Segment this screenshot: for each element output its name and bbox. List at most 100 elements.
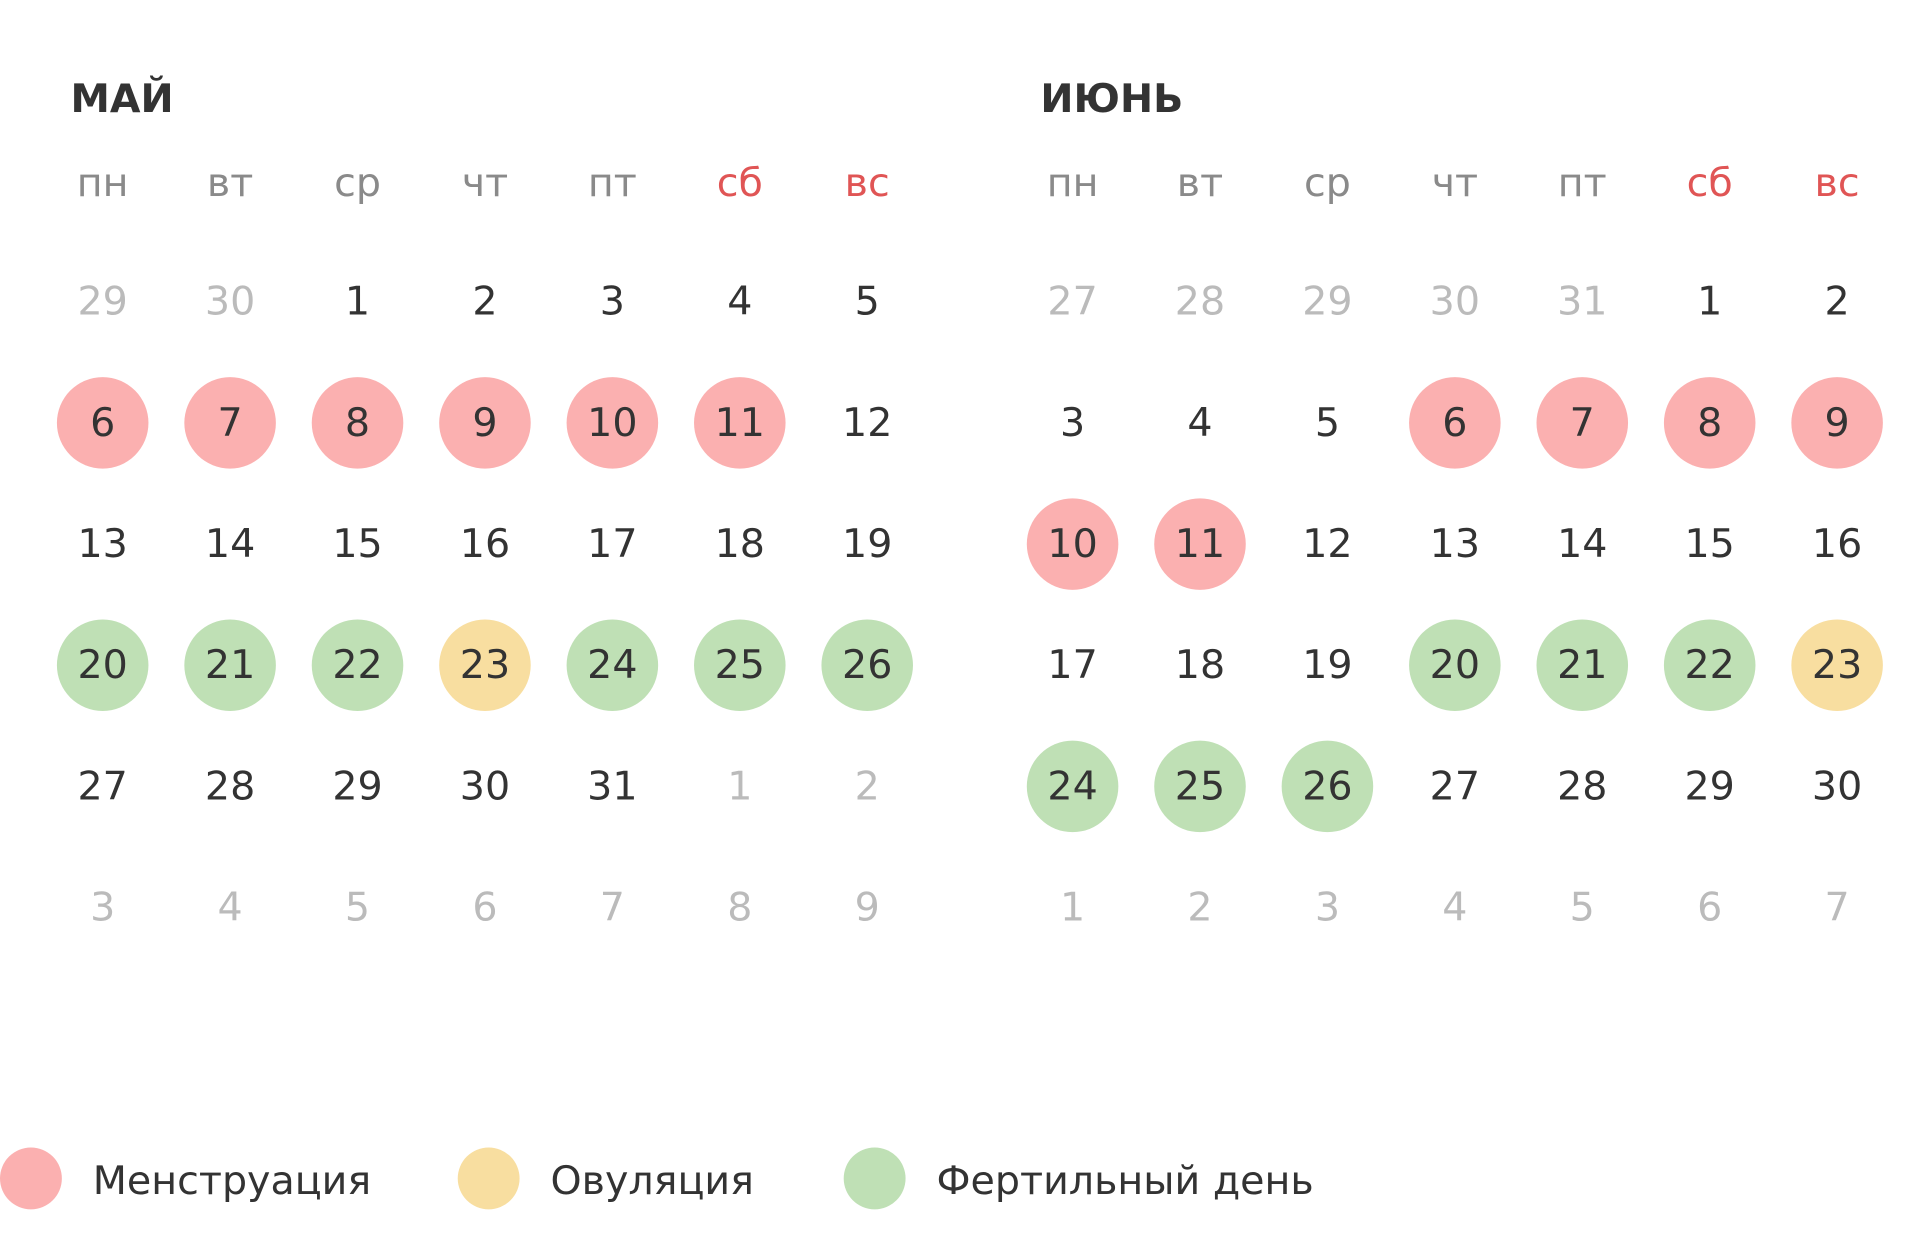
day: 16 (1812, 521, 1862, 567)
day: 26 (1302, 763, 1352, 809)
day: 29 (78, 279, 128, 325)
weekday: ср (334, 160, 381, 206)
day-marker (56, 619, 149, 712)
day-marker (821, 619, 913, 712)
day: 23 (460, 642, 510, 688)
day-marker (1026, 740, 1119, 833)
weekday: пт (588, 160, 637, 206)
legend-marker (843, 1147, 906, 1210)
day: 6 (1442, 400, 1467, 446)
day-marker (1281, 740, 1374, 833)
day: 8 (345, 400, 370, 446)
day-marker (566, 619, 659, 712)
day-marker (184, 377, 276, 469)
day: 21 (205, 642, 255, 688)
day-marker (1791, 377, 1883, 469)
day: 12 (1302, 521, 1352, 567)
day: 7 (1825, 885, 1850, 931)
day-marker (311, 377, 404, 469)
day: 5 (1315, 400, 1340, 446)
day: 18 (715, 521, 765, 567)
day: 20 (78, 642, 128, 688)
day-marker (56, 377, 149, 469)
day: 2 (1187, 885, 1212, 931)
day: 30 (460, 763, 510, 809)
day-marker (694, 619, 786, 712)
day: 6 (1697, 885, 1722, 931)
day: 22 (1685, 642, 1735, 688)
day: 6 (472, 885, 497, 931)
day: 29 (1302, 279, 1352, 325)
day: 23 (1812, 642, 1862, 688)
day: 1 (1060, 885, 1085, 931)
day: 10 (1047, 521, 1097, 567)
weekday: чт (1432, 160, 1478, 206)
day: 27 (1047, 279, 1097, 325)
weekday: вт (207, 160, 253, 206)
day-marker (1536, 377, 1629, 469)
day: 2 (1825, 279, 1850, 325)
day-marker (1026, 498, 1119, 590)
day: 17 (587, 521, 637, 567)
day: 4 (218, 885, 243, 931)
day: 24 (1047, 763, 1097, 809)
legend-marker (457, 1147, 520, 1210)
day: 4 (1187, 400, 1212, 446)
day: 30 (1812, 763, 1862, 809)
weekday: вт (1177, 160, 1223, 206)
day: 14 (205, 521, 255, 567)
weekday: вс (845, 160, 890, 206)
day: 27 (78, 763, 128, 809)
day: 5 (855, 279, 880, 325)
day: 6 (90, 400, 115, 446)
day: 16 (460, 521, 510, 567)
weekday: вс (1815, 160, 1860, 206)
day: 24 (587, 642, 637, 688)
day: 15 (1685, 521, 1735, 567)
day: 8 (1697, 400, 1722, 446)
day: 13 (78, 521, 128, 567)
day: 22 (332, 642, 382, 688)
day: 7 (218, 400, 243, 446)
day-marker (694, 377, 786, 469)
weekday: пн (77, 160, 129, 206)
day: 26 (842, 642, 892, 688)
day: 29 (1685, 763, 1735, 809)
legend-marker (0, 1147, 62, 1210)
day: 15 (332, 521, 382, 567)
legend-label: Менструация (93, 1158, 371, 1204)
day: 19 (1302, 642, 1352, 688)
day: 12 (842, 400, 892, 446)
day: 11 (715, 400, 765, 446)
day: 1 (727, 763, 752, 809)
day: 3 (600, 279, 625, 325)
day: 18 (1175, 642, 1225, 688)
weekday: пт (1558, 160, 1607, 206)
day: 25 (715, 642, 765, 688)
day-marker (439, 377, 531, 469)
day: 30 (1430, 279, 1480, 325)
day-marker (1409, 619, 1501, 712)
legend-label: Овуляция (551, 1158, 754, 1204)
day: 28 (1557, 763, 1607, 809)
day: 20 (1430, 642, 1480, 688)
day-marker (1663, 619, 1756, 712)
day: 11 (1175, 521, 1225, 567)
day-marker (311, 619, 404, 712)
day-marker (1663, 377, 1756, 469)
day: 28 (1175, 279, 1225, 325)
day: 5 (1570, 885, 1595, 931)
weekday: сб (717, 160, 763, 206)
day: 31 (1557, 279, 1607, 325)
day: 8 (727, 885, 752, 931)
day-marker (1154, 498, 1246, 590)
day: 19 (842, 521, 892, 567)
day-marker (1536, 619, 1629, 712)
day: 28 (205, 763, 255, 809)
day: 1 (345, 279, 370, 325)
day: 30 (205, 279, 255, 325)
day: 7 (600, 885, 625, 931)
day: 9 (855, 885, 880, 931)
month-title: МАЙ (71, 75, 174, 122)
day-marker (1154, 740, 1246, 833)
